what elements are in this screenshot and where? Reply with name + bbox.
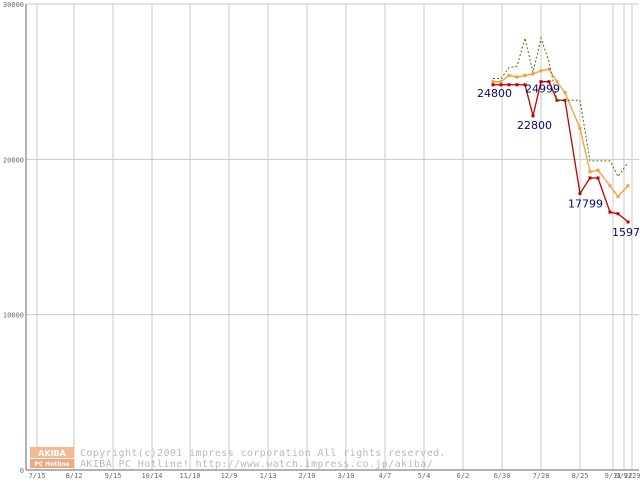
avg-price-point [547,67,551,71]
avg-price-point [523,73,527,77]
min-price-point [515,83,519,87]
tick-labels: 0 10000 20000 30000 7/15 8/12 9/15 10/14 11/10 12… [3,1,640,480]
grid [26,3,639,470]
avg-price-point [588,170,592,174]
min-price-point [626,220,630,224]
x-tick-label: 9/22 [616,472,633,480]
copyright-line: Copyright(c)2001 impress corporation All… [80,448,446,459]
x-tick-label: 6/2 [457,472,470,480]
avg-price-point [499,80,503,84]
x-tick-label: 7/15 [29,472,46,480]
min-price-point [608,210,612,214]
data-label: 24800 [477,87,512,100]
min-price-point [616,212,620,216]
min-price-point [578,192,582,196]
x-tick-label: 3/10 [338,472,355,480]
avg-price-point [539,69,543,73]
avg-price-point [626,184,630,188]
min-price-point [596,176,600,180]
min-price-point [523,83,527,87]
data-labels: 24800 22800 24999 17799 15970 [477,83,640,239]
min-price-point [539,80,543,84]
watermark: AKIBA PC Hotline Copyright(c)2001 impres… [30,447,446,470]
x-tick-label: 9/29 [624,472,640,480]
svg-text:PC Hotline: PC Hotline [34,461,69,468]
site-url-line: AKIBA PC Hotline! http://www.watch.impre… [80,459,433,470]
y-tick-label: 0 [20,467,24,475]
series-lines [491,36,630,224]
avg-price-point [555,80,559,84]
y-tick-label: 10000 [3,312,24,320]
min-price-point [547,80,551,84]
avg-price-point [563,91,567,95]
x-tick-label: 9/11 [605,472,622,480]
x-tick-label: 8/12 [66,472,83,480]
data-label: 17799 [568,198,603,211]
min-price-line [493,81,629,223]
x-tick-label: 1/13 [260,472,277,480]
avg-price-line [493,68,629,198]
x-tick-label: 5/4 [418,472,431,480]
min-price-point [531,114,535,118]
y-tick-label: 30000 [3,1,24,9]
x-tick-label: 8/25 [572,472,589,480]
avg-price-point [596,168,600,172]
y-tick-label: 20000 [3,156,24,164]
min-price-point [499,83,503,87]
min-price-point [507,83,511,87]
x-tick-label: 7/28 [533,472,550,480]
avg-price-point [515,75,519,79]
min-price-point [491,83,495,87]
x-tick-label: 4/7 [379,472,392,480]
akiba-logo-text: AKIBA [38,449,66,458]
avg-price-point [507,73,511,77]
data-label: 22800 [517,119,552,132]
x-tick-label: 9/15 [105,472,122,480]
avg-price-point [491,80,495,84]
axes [25,4,639,471]
x-tick-label: 12/9 [221,472,238,480]
x-tick-label: 6/30 [494,472,511,480]
akiba-logo: AKIBA PC Hotline [30,447,74,468]
data-label: 24999 [525,83,560,96]
max-price-line [493,36,629,178]
data-label: 15970 [612,226,640,239]
avg-price-point [531,72,535,76]
x-tick-label: 2/10 [299,472,316,480]
avg-price-point [578,126,582,130]
avg-price-point [616,195,620,199]
x-tick-label: 11/10 [179,472,200,480]
x-tick-label: 10/14 [141,472,162,480]
min-price-point [588,176,592,180]
avg-price-point [608,184,612,188]
